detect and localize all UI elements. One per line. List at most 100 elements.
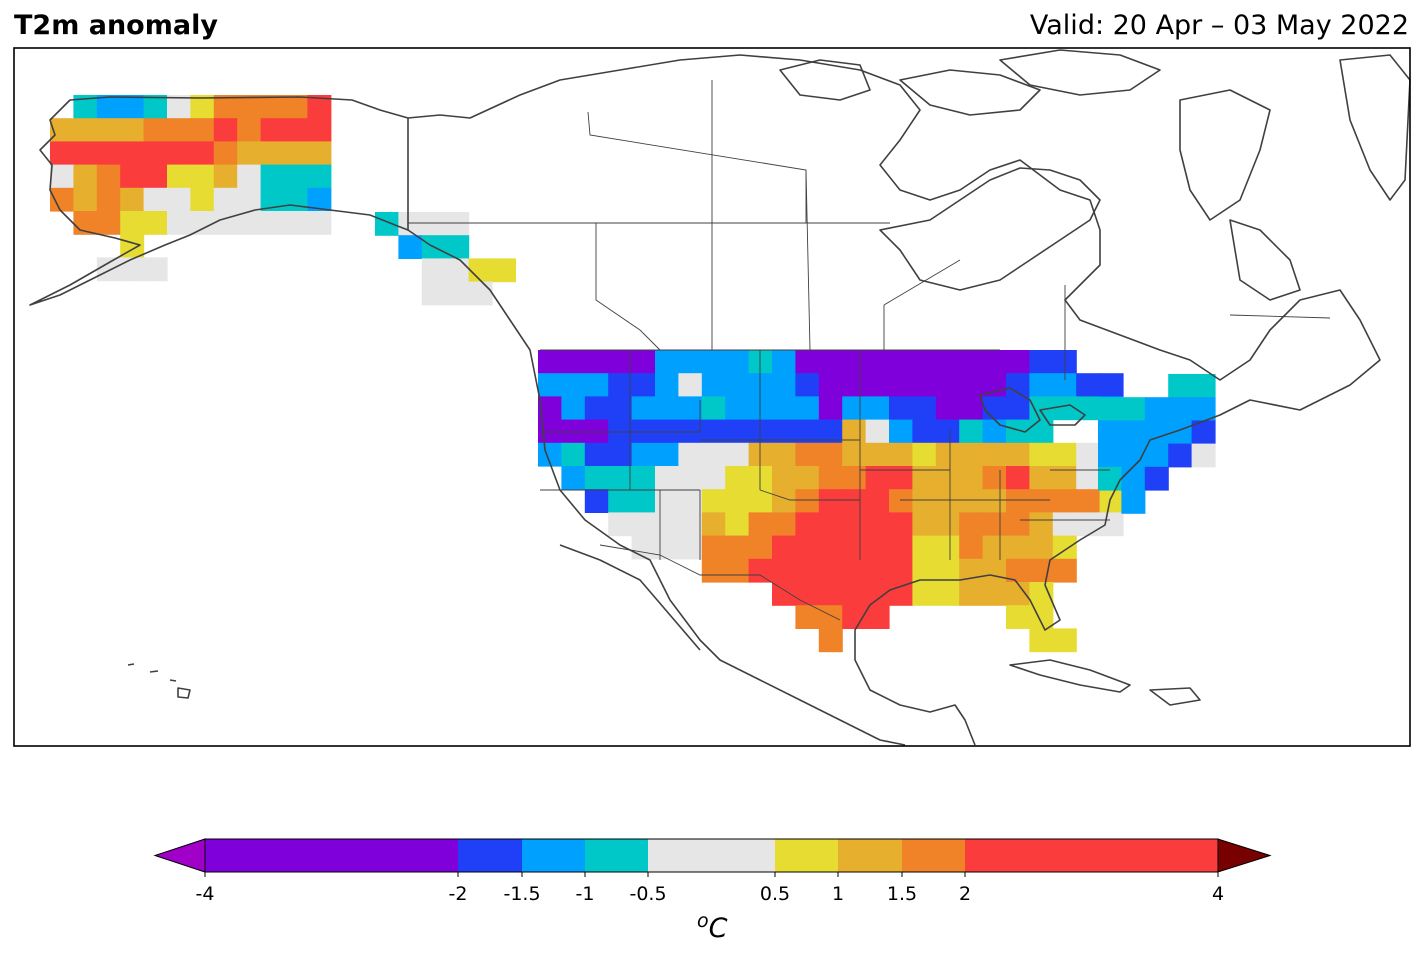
grid-cell (865, 442, 890, 467)
grid-cell (1121, 397, 1146, 421)
grid-cell (842, 558, 867, 583)
grid-cell (772, 373, 796, 397)
grid-cell (1006, 419, 1030, 444)
map-title: T2m anomaly (14, 10, 218, 41)
grid-cell (237, 187, 262, 212)
grid-cell (584, 396, 609, 421)
grid-cell (935, 350, 960, 374)
grid-cell (935, 489, 960, 513)
grid-cell (795, 373, 820, 397)
grid-cell (96, 95, 121, 119)
grid-cell (631, 466, 656, 490)
grid-cell (701, 512, 726, 537)
grid-cell (307, 141, 332, 166)
grid-cell (842, 373, 867, 397)
grid-cell (889, 396, 913, 421)
grid-cell (748, 350, 773, 374)
grid-cell (865, 466, 890, 490)
grid-cell (912, 396, 937, 421)
grid-cell (865, 558, 890, 583)
grid-cell (1099, 512, 1124, 537)
grid-cell (935, 373, 960, 397)
grid-cell (795, 442, 820, 467)
grid-cell (772, 350, 796, 374)
grid-cell (748, 373, 773, 397)
grid-cell (561, 373, 586, 397)
colorbar-tick-label: -0.5 (629, 883, 667, 905)
grid-cell (1029, 628, 1054, 653)
grid-cell (237, 141, 262, 166)
grid-cell (1191, 420, 1216, 445)
grid-cell (748, 535, 773, 560)
grid-cell (1029, 419, 1054, 444)
grid-cell (842, 512, 867, 537)
grid-cell (912, 466, 937, 490)
grid-cell (725, 442, 750, 467)
grid-cell (1076, 442, 1101, 467)
grid-cell (865, 373, 890, 397)
grid-cell (795, 419, 820, 444)
grid-cell (96, 141, 121, 166)
grid-cell (307, 211, 332, 235)
grid-cell (260, 95, 285, 119)
grid-cell (912, 489, 937, 513)
grid-cell (167, 164, 191, 189)
grid-cell (608, 373, 633, 397)
grid-cell (213, 141, 238, 166)
grid-cell (213, 211, 238, 235)
grid-cell (678, 419, 703, 444)
grid-cell (795, 489, 820, 513)
colorbar-bin (775, 839, 838, 872)
grid-cell (678, 489, 703, 513)
grid-cell (608, 466, 633, 490)
colorbar-tick-label: 0.5 (759, 883, 791, 905)
grid-cell (772, 466, 796, 490)
grid-cell (818, 582, 843, 606)
grid-cell (1076, 396, 1101, 421)
grid-cell (120, 141, 145, 166)
grid-cell (120, 257, 145, 282)
grid-cell (818, 535, 843, 560)
grid-cell (1168, 443, 1193, 468)
grid-cell (73, 164, 98, 189)
grid-cell (701, 558, 726, 583)
grid-cell (678, 512, 703, 537)
colorbar-under-arrow (153, 838, 206, 873)
grid-cell (307, 164, 332, 189)
grid-cell (538, 396, 562, 421)
grid-cell (912, 512, 937, 537)
grid-cell (795, 466, 820, 490)
grid-cell (748, 489, 773, 513)
grid-cell (631, 442, 656, 467)
grid-cell (260, 164, 285, 189)
grid-cell (120, 211, 145, 235)
grid-cell (1168, 420, 1193, 445)
grid-cell (284, 211, 308, 235)
grid-cell (912, 442, 937, 467)
grid-cell (935, 558, 960, 583)
colorbar-over-arrow (1217, 838, 1272, 873)
grid-cell (935, 512, 960, 537)
grid-cell (307, 118, 332, 142)
grid-cell (982, 489, 1007, 513)
grid-cell (725, 373, 750, 397)
grid-cell (307, 95, 332, 119)
grid-cell (96, 118, 121, 142)
grid-cell (725, 396, 750, 421)
grid-cell (655, 419, 679, 444)
grid-cell (608, 442, 633, 467)
grid-cell (1168, 397, 1193, 421)
grid-cell (631, 489, 656, 513)
grid-cell (561, 419, 586, 444)
grid-cell (982, 442, 1007, 467)
grid-cell (1006, 558, 1030, 583)
grid-cell (120, 118, 145, 142)
grid-cell (167, 95, 191, 119)
grid-cell (889, 512, 913, 537)
grid-cell (772, 535, 796, 560)
grid-cell (982, 466, 1007, 490)
grid-cell (1006, 512, 1030, 537)
grid-cell (260, 211, 285, 235)
grid-cell (1029, 489, 1054, 513)
